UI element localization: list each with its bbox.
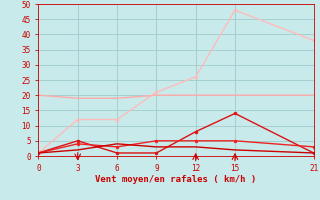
- X-axis label: Vent moyen/en rafales ( km/h ): Vent moyen/en rafales ( km/h ): [95, 175, 257, 184]
